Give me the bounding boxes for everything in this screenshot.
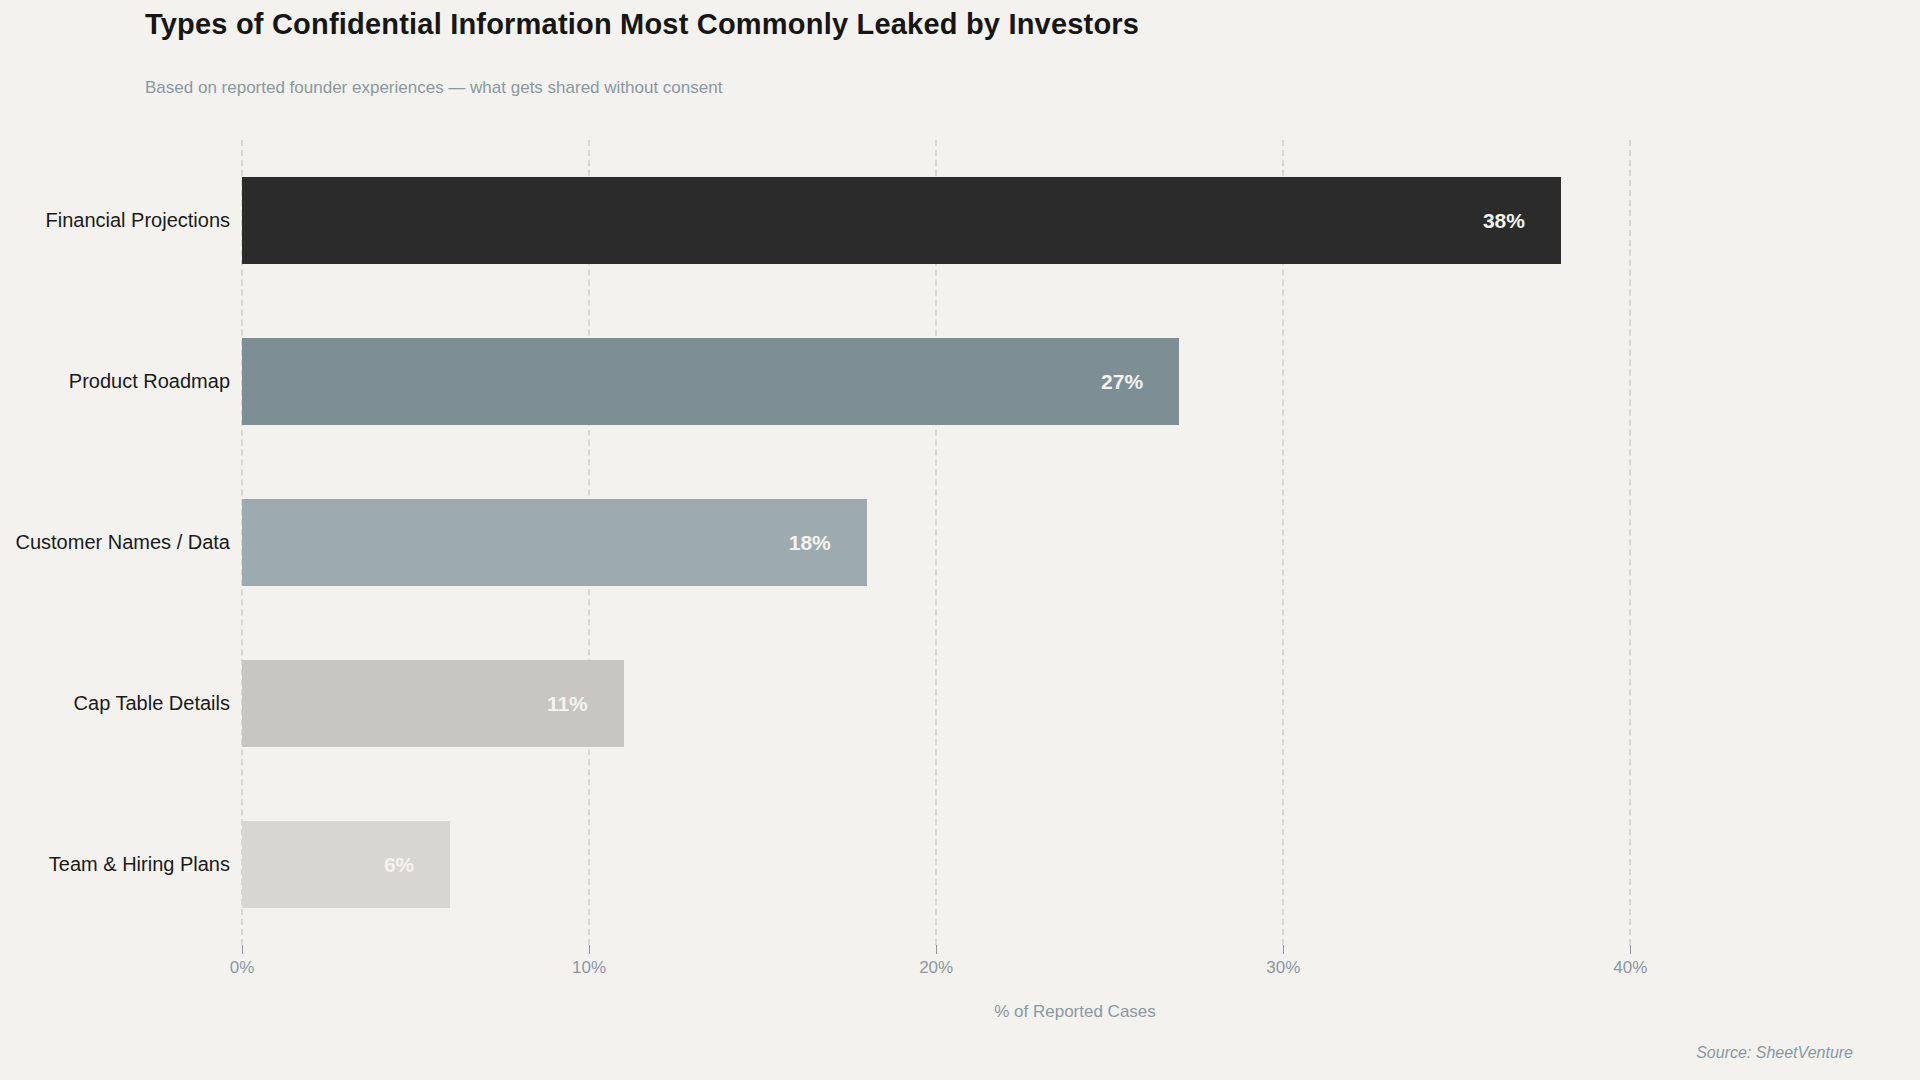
- x-tick-mark: [1283, 945, 1284, 954]
- x-tick-mark: [589, 945, 590, 954]
- chart-title: Types of Confidential Information Most C…: [145, 8, 1139, 41]
- chart-row: Product Roadmap27%: [242, 301, 1908, 462]
- bar: 38%: [242, 177, 1561, 264]
- bar: 27%: [242, 338, 1179, 425]
- x-tick-mark: [1630, 945, 1631, 954]
- bar-value-label: 27%: [1101, 338, 1143, 425]
- chart-row: Customer Names / Data18%: [242, 462, 1908, 623]
- bar: 6%: [242, 821, 450, 908]
- chart-row: Cap Table Details11%: [242, 623, 1908, 784]
- category-label: Financial Projections: [0, 140, 230, 301]
- chart-row: Financial Projections38%: [242, 140, 1908, 301]
- x-tick-label: 30%: [1266, 958, 1300, 978]
- source-note: Source: SheetVenture: [1696, 1044, 1853, 1062]
- x-tick-label: 20%: [919, 958, 953, 978]
- bar-value-label: 6%: [384, 821, 414, 908]
- x-axis-title: % of Reported Cases: [242, 1002, 1908, 1022]
- plot-area: Financial Projections38%Product Roadmap2…: [242, 140, 1908, 945]
- category-label: Team & Hiring Plans: [0, 784, 230, 945]
- category-label: Customer Names / Data: [0, 462, 230, 623]
- bar-value-label: 38%: [1483, 177, 1525, 264]
- x-tick-mark: [936, 945, 937, 954]
- chart-row: Team & Hiring Plans6%: [242, 784, 1908, 945]
- bar: 18%: [242, 499, 867, 586]
- category-label: Cap Table Details: [0, 623, 230, 784]
- x-tick-label: 40%: [1613, 958, 1647, 978]
- bar-value-label: 18%: [789, 499, 831, 586]
- chart-subtitle: Based on reported founder experiences — …: [145, 78, 722, 98]
- x-tick-label: 10%: [572, 958, 606, 978]
- category-label: Product Roadmap: [0, 301, 230, 462]
- x-tick-mark: [242, 945, 243, 954]
- bar-value-label: 11%: [547, 660, 588, 747]
- x-tick-label: 0%: [230, 958, 255, 978]
- bar: 11%: [242, 660, 624, 747]
